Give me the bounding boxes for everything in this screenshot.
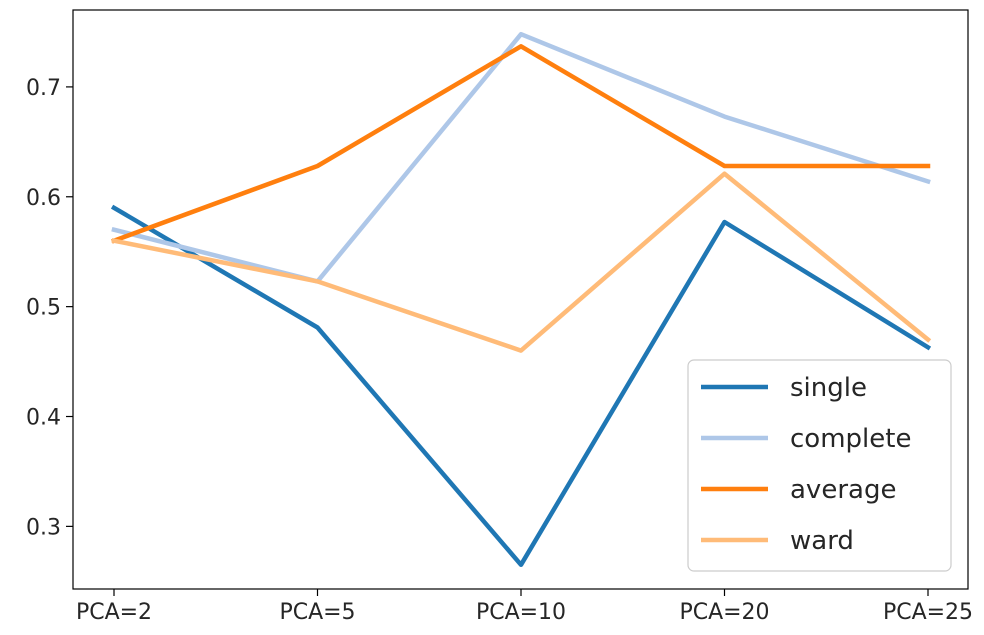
legend-label-ward: ward — [790, 526, 854, 556]
x-tick-label: PCA=2 — [76, 600, 152, 625]
y-tick-label: 0.6 — [26, 186, 61, 211]
legend: single complete average ward — [687, 359, 952, 572]
legend-box — [687, 359, 952, 572]
legend-label-single: single — [790, 373, 867, 403]
series-line-average — [111, 44, 931, 244]
series-line-single — [110, 204, 932, 568]
y-tick-label: 0.7 — [26, 76, 61, 101]
plot-frame — [72, 9, 969, 590]
series-line-ward — [111, 171, 932, 353]
x-tick-label: PCA=20 — [679, 600, 769, 625]
legend-label-average: average — [790, 475, 896, 505]
y-tick-label: 0.4 — [26, 406, 61, 431]
y-tick-label: 0.3 — [26, 515, 61, 540]
y-tick-label: 0.5 — [26, 296, 61, 321]
series-lines — [110, 31, 932, 568]
x-tick-label: PCA=25 — [883, 600, 973, 625]
legend-label-complete: complete — [790, 424, 911, 454]
x-tick-label: PCA=5 — [279, 600, 355, 625]
series-line-complete — [111, 31, 931, 284]
x-tick-label: PCA=10 — [476, 600, 566, 625]
axes: PCA=2 PCA=5 PCA=10 PCA=20 PCA=25 0.3 0.4 0.5 0.6… — [26, 76, 973, 625]
